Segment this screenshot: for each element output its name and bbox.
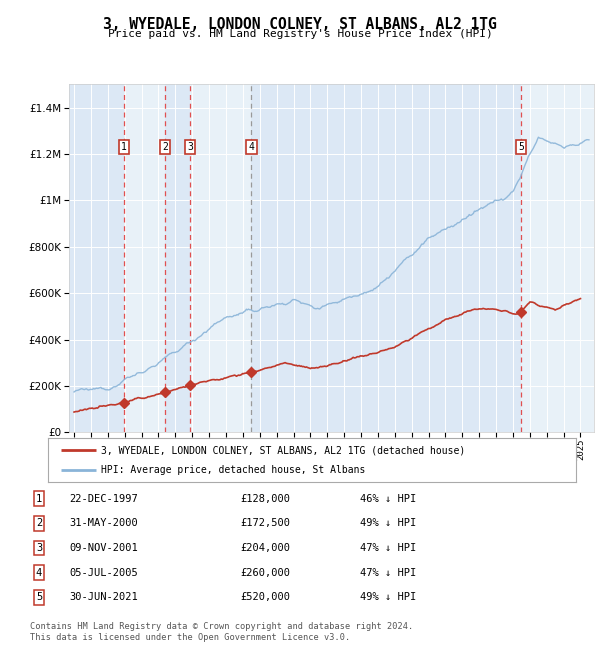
Bar	[69, 84, 124, 432]
Text: 5: 5	[36, 592, 42, 603]
Text: 47% ↓ HPI: 47% ↓ HPI	[360, 567, 416, 578]
Text: £260,000: £260,000	[240, 567, 290, 578]
Bar	[124, 84, 166, 432]
Text: 49% ↓ HPI: 49% ↓ HPI	[360, 592, 416, 603]
Text: 3, WYEDALE, LONDON COLNEY, ST ALBANS, AL2 1TG (detached house): 3, WYEDALE, LONDON COLNEY, ST ALBANS, AL…	[101, 445, 465, 456]
Text: 1: 1	[36, 493, 42, 504]
Text: 30-JUN-2021: 30-JUN-2021	[69, 592, 138, 603]
Bar	[521, 84, 594, 432]
Text: £204,000: £204,000	[240, 543, 290, 553]
Text: HPI: Average price, detached house, St Albans: HPI: Average price, detached house, St A…	[101, 465, 365, 475]
Text: 22-DEC-1997: 22-DEC-1997	[69, 493, 138, 504]
Text: 49% ↓ HPI: 49% ↓ HPI	[360, 518, 416, 528]
Text: 46% ↓ HPI: 46% ↓ HPI	[360, 493, 416, 504]
Bar	[251, 84, 521, 432]
Text: 3: 3	[36, 543, 42, 553]
Text: 4: 4	[36, 567, 42, 578]
Text: 5: 5	[518, 142, 524, 152]
Text: £520,000: £520,000	[240, 592, 290, 603]
Text: £172,500: £172,500	[240, 518, 290, 528]
Text: 1: 1	[121, 142, 127, 152]
Text: Contains HM Land Registry data © Crown copyright and database right 2024.
This d: Contains HM Land Registry data © Crown c…	[30, 622, 413, 642]
Text: 3: 3	[187, 142, 193, 152]
Text: 05-JUL-2005: 05-JUL-2005	[69, 567, 138, 578]
Text: Price paid vs. HM Land Registry's House Price Index (HPI): Price paid vs. HM Land Registry's House …	[107, 29, 493, 38]
Text: 3, WYEDALE, LONDON COLNEY, ST ALBANS, AL2 1TG: 3, WYEDALE, LONDON COLNEY, ST ALBANS, AL…	[103, 17, 497, 32]
Bar	[190, 84, 251, 432]
Bar	[166, 84, 190, 432]
Text: 2: 2	[163, 142, 169, 152]
Text: 4: 4	[248, 142, 254, 152]
Text: 47% ↓ HPI: 47% ↓ HPI	[360, 543, 416, 553]
Text: 2: 2	[36, 518, 42, 528]
Text: 09-NOV-2001: 09-NOV-2001	[69, 543, 138, 553]
Text: 31-MAY-2000: 31-MAY-2000	[69, 518, 138, 528]
Text: £128,000: £128,000	[240, 493, 290, 504]
